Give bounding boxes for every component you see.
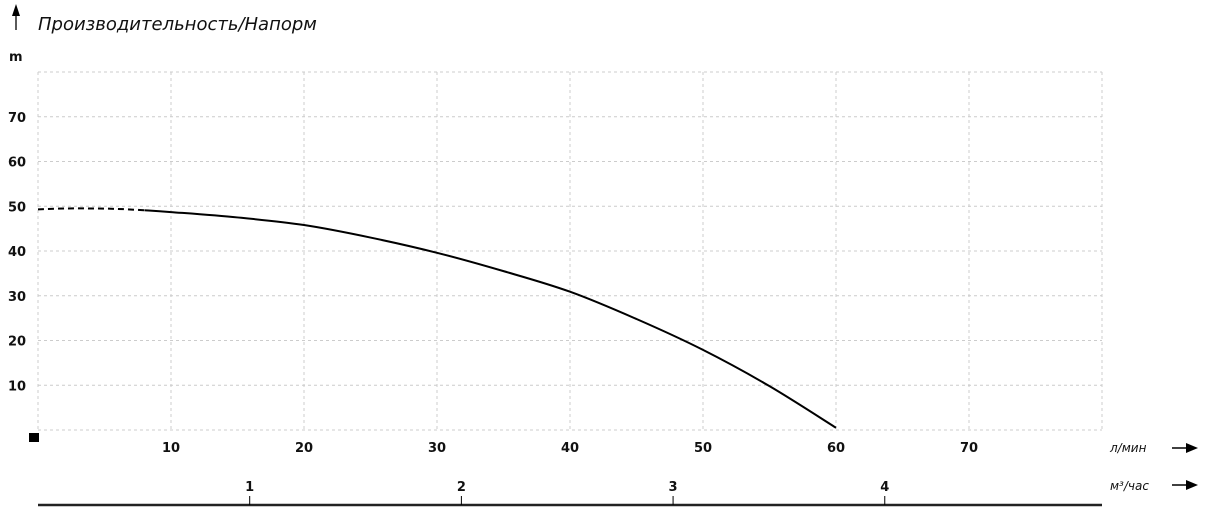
y-tick-label: 70 bbox=[8, 111, 26, 126]
x-tick-label: 70 bbox=[960, 441, 978, 456]
x-axis-arrow bbox=[1172, 443, 1198, 453]
origin-marker bbox=[29, 433, 39, 442]
title-group: Производительность/Напорм m bbox=[9, 4, 317, 65]
secondary-x-tick-label: 2 bbox=[457, 480, 466, 495]
y-tick-labels: 10 20 30 40 50 60 70 bbox=[8, 111, 26, 395]
x-tick-label: 20 bbox=[295, 441, 313, 456]
x-tick-label: 10 bbox=[162, 441, 180, 456]
secondary-x-ticks: 1 2 3 4 bbox=[245, 480, 889, 505]
secondary-x-tick-label: 4 bbox=[880, 480, 889, 495]
series-line-dashed bbox=[37, 207, 145, 212]
x-tick-label: 30 bbox=[428, 441, 446, 456]
x-tick-labels: 10 20 30 40 50 60 70 bbox=[162, 441, 978, 456]
x-tick-label: 60 bbox=[827, 441, 845, 456]
x-tick-label: 50 bbox=[694, 441, 712, 456]
grid bbox=[37, 71, 1103, 431]
x-axis-unit: л/мин bbox=[1109, 441, 1147, 455]
secondary-x-axis-unit: м³/час bbox=[1110, 479, 1149, 493]
y-tick-label: 50 bbox=[8, 200, 26, 215]
secondary-x-tick-label: 1 bbox=[245, 480, 254, 495]
y-tick-label: 10 bbox=[8, 379, 26, 394]
x-tick-label: 40 bbox=[561, 441, 579, 456]
secondary-x-axis-arrow bbox=[1172, 480, 1198, 490]
y-tick-label: 60 bbox=[8, 156, 26, 171]
y-axis-arrow-head bbox=[12, 4, 20, 16]
y-axis-unit: m bbox=[9, 50, 23, 65]
series-group bbox=[37, 207, 837, 429]
chart-title: Производительность/Напорм bbox=[38, 14, 317, 35]
y-tick-label: 20 bbox=[8, 335, 26, 350]
secondary-x-tick-label: 3 bbox=[669, 480, 678, 495]
series-line-solid bbox=[144, 209, 837, 429]
y-tick-label: 30 bbox=[8, 290, 26, 305]
y-tick-label: 40 bbox=[8, 245, 26, 260]
